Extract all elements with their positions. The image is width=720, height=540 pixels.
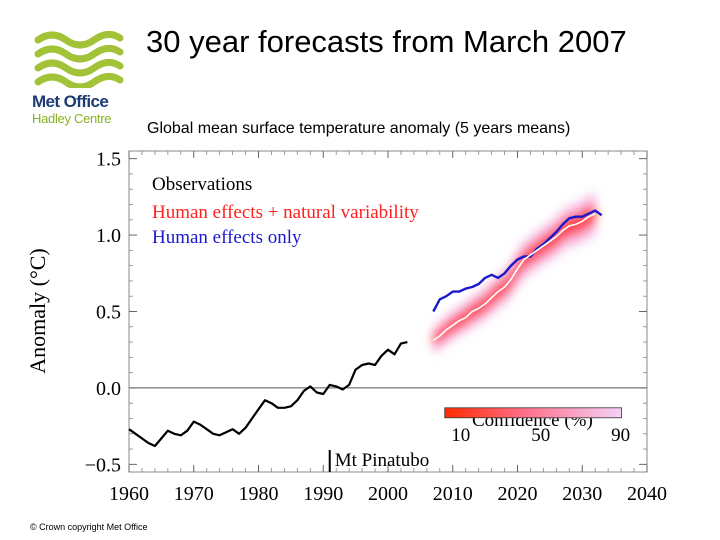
x-tick-label: 2000 [368,483,408,505]
legend: Observations Human effects + natural var… [152,174,419,248]
pinatubo-label: Mt Pinatubo [335,450,429,471]
annotations: Mt Pinatubo [328,450,429,472]
y-tick-label: 1.5 [96,149,121,171]
legend-observations: Observations [152,174,252,195]
logo-waves-icon [34,31,124,88]
x-tick-label: 1960 [109,483,149,505]
series-lines [128,209,603,448]
axes: 1960 1970 1980 1990 2000 2010 2020 2030 2040 1.5 1… [85,149,667,505]
y-axis-label: Anomaly (°C) [25,248,50,374]
human-only-line [432,209,603,313]
x-tick-label: 1980 [239,483,279,505]
observations-line [128,341,408,448]
confidence-gradient-bar [444,407,623,419]
plume-band [433,205,596,346]
x-tick-label: 1970 [174,483,214,505]
y-tick-label: 0.0 [96,378,121,400]
y-tick-label: 1.0 [96,225,121,247]
met-office-logo: Met Office Hadley Centre [28,30,128,130]
legend-human-natural: Human effects + natural variability [152,202,419,223]
human-natural-center-line [432,212,596,342]
copyright-footer: © Crown copyright Met Office [30,522,148,532]
x-tick-label: 2020 [498,483,538,505]
confidence-tick-label: 50 [531,425,550,446]
logo-name: Met Office [32,92,109,111]
chart-title: Global mean surface temperature anomaly … [147,120,571,137]
x-tick-label: 2040 [627,483,667,505]
logo-subtitle: Hadley Centre [32,111,112,126]
confidence-tick-label: 10 [451,425,470,446]
page-title: 30 year forecasts from March 2007 [146,24,627,59]
legend-human-only: Human effects only [152,227,302,248]
x-tick-label: 2030 [562,483,602,505]
x-tick-label: 1990 [303,483,343,505]
confidence-tick-label: 90 [611,425,630,446]
x-tick-label: 2010 [433,483,473,505]
y-tick-label: 0.5 [96,302,121,324]
y-tick-label: −0.5 [85,454,121,476]
confidence-scale: Confidence (%) 10 50 90 [444,407,630,446]
